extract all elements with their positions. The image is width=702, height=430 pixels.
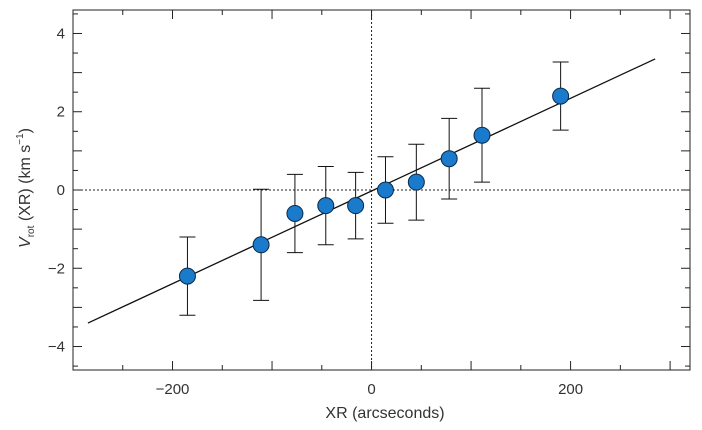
y-tick-label: −4 — [48, 339, 65, 356]
data-point — [552, 87, 570, 105]
y-axis-label-main: V — [17, 236, 34, 248]
y-axis-label-sub: rot — [26, 225, 37, 237]
x-tick-label: 200 — [558, 381, 583, 398]
data-point — [286, 204, 304, 222]
axis-ticks: −200 0 200 −4 −2 0 2 4 — [48, 10, 690, 398]
y-axis-label-rest: (XR) (km s — [17, 145, 34, 226]
data-point — [407, 173, 425, 191]
y-tick-label: 2 — [57, 104, 65, 121]
data-point — [317, 197, 335, 215]
y-axis-label-close: ) — [17, 128, 34, 133]
y-tick-label: 4 — [57, 25, 65, 42]
y-axis-label: Vrot (XR) (km s−1) — [15, 128, 37, 248]
data-point — [376, 181, 394, 199]
y-tick-label: −2 — [48, 260, 65, 277]
data-point — [440, 150, 458, 168]
data-point — [473, 126, 491, 144]
data-point — [178, 267, 196, 285]
x-tick-label: 0 — [367, 381, 375, 398]
x-axis-label: XR (arcseconds) — [325, 405, 444, 422]
data-points — [178, 87, 570, 285]
x-tick-label: −200 — [156, 381, 190, 398]
data-point — [347, 197, 365, 215]
data-point — [252, 236, 270, 254]
y-axis-label-sup: −1 — [15, 133, 26, 145]
error-bars — [179, 61, 569, 316]
y-tick-label: 0 — [57, 182, 65, 199]
